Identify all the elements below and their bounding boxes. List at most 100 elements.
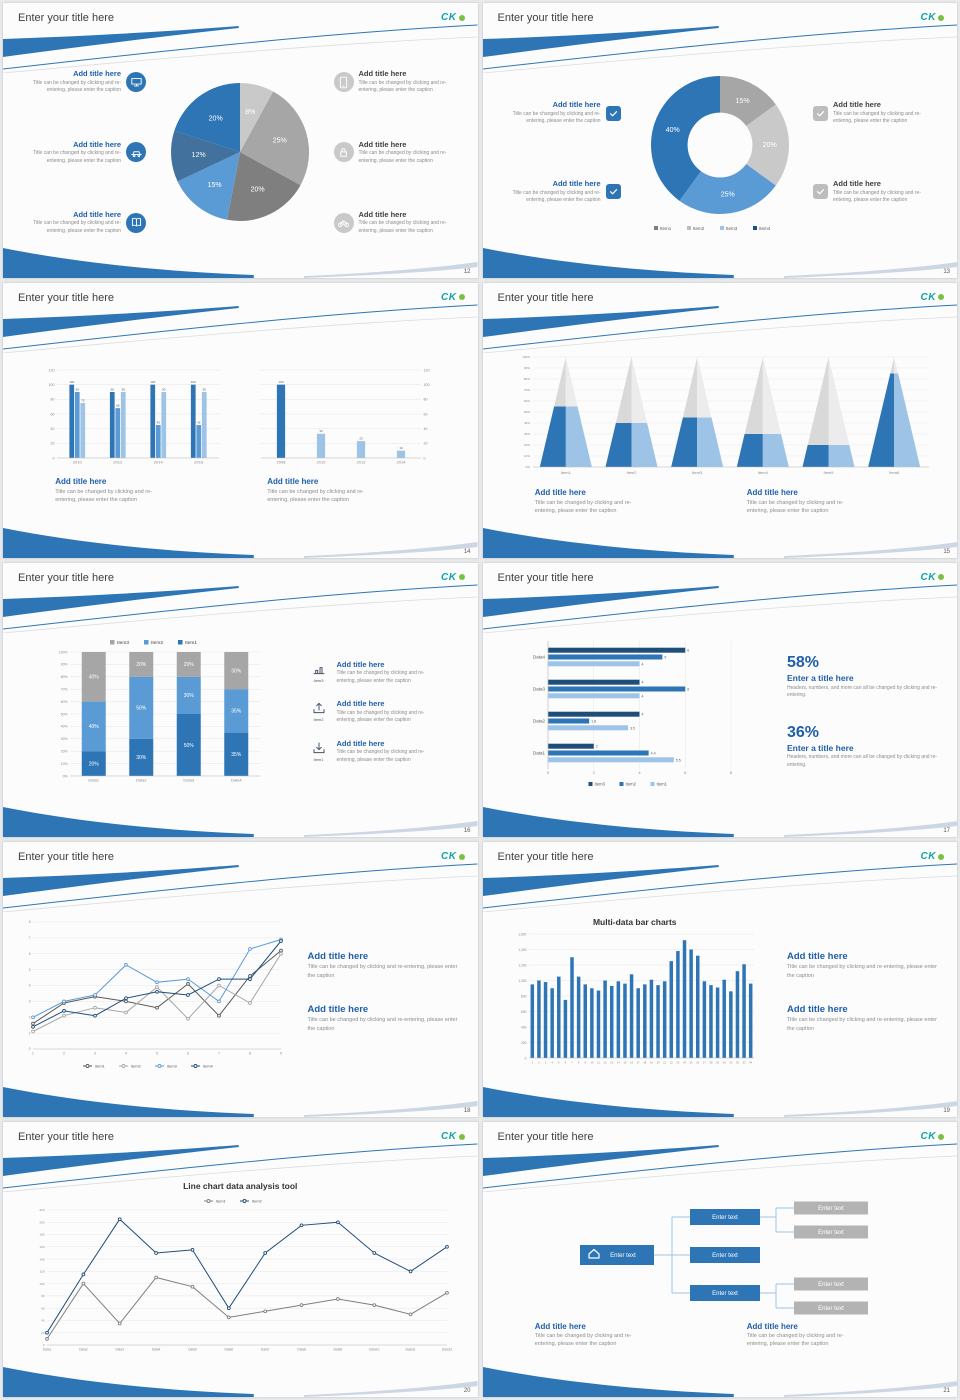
slide-20[interactable]: Enter your title here CK Line chart data a…: [3, 1122, 478, 1397]
svg-text:35%: 35%: [231, 752, 242, 758]
chart-area: 0 2 4 6 8 Data4 6 5 4 Data3 4 6 4 Data2 4 1.8 3.5 Data1 2 4…: [495, 637, 776, 787]
svg-text:2: 2: [29, 1016, 31, 1020]
svg-text:0%: 0%: [525, 465, 530, 469]
svg-text:2012: 2012: [357, 460, 367, 465]
callout-text: Add title here Title can be changed by cl…: [337, 660, 443, 686]
callout-text: Add title here Title can be changed by cl…: [15, 140, 121, 166]
pyramid-chart: 0% 10% 20% 30% 40% 50% 60% 70% 80% 90% 100% Item1 It…: [522, 355, 929, 475]
svg-text:100: 100: [424, 383, 430, 387]
pie-chart: 8% 25% 20% 15% 12% 20%: [171, 83, 310, 222]
chart-area: 0 1 2 3 4 5 6 7 8 1 2 3 4 5 6 7 8 9 item1 item2 item3 item4: [15, 914, 296, 1069]
callout-title: Add title here: [358, 139, 407, 149]
svg-text:20%: 20%: [89, 761, 100, 767]
svg-text:16: 16: [630, 1060, 633, 1064]
upload-icon: [313, 703, 324, 714]
callout-title: Add title here: [746, 1321, 798, 1331]
callout-text: Add title here Title can be changed by cl…: [359, 210, 465, 236]
logo-text: CK: [441, 291, 457, 303]
svg-text:Item6: Item6: [889, 470, 900, 475]
slide-body: 0 2 4 6 8 Data4 6 5 4 Data3 4 6 4 Data2 4 1.8 3.5 Data1 2 4…: [495, 607, 946, 818]
svg-text:2: 2: [596, 745, 598, 749]
svg-text:80: 80: [424, 398, 428, 402]
svg-text:2012: 2012: [114, 460, 124, 465]
slide-12[interactable]: Enter your title here CK Add title here Tit…: [3, 3, 478, 278]
callout-text: Add title here Title can be changed by cl…: [359, 69, 465, 95]
logo-text: CK: [920, 12, 936, 23]
brand-logo: CK: [921, 572, 944, 583]
line-analysis-chart: 0 20 40 60 80 100 120 140 160 180 200 220 Data1 Data2…: [40, 1198, 453, 1351]
svg-text:Data3: Data3: [116, 1347, 125, 1351]
slide-14[interactable]: Enter your title here CK 0 20 40 60 80 100 120 10…: [3, 282, 478, 558]
brand-logo: CK: [441, 572, 465, 583]
stat-block: 36% Enter a title here Headers, numbers, a…: [787, 724, 945, 770]
slide-17[interactable]: Enter your title here CK 0 2 4 6 8 Data4 6 5 4 Data…: [482, 562, 957, 838]
svg-text:4: 4: [639, 770, 642, 775]
callout-caption: Title can be changed by clicking and re-…: [33, 220, 121, 234]
slide-15[interactable]: Enter your title here CK 0% 10% 20% 30% 40% 50%…: [482, 282, 957, 558]
car-icon: [130, 151, 142, 158]
svg-text:Item3: Item3: [726, 226, 738, 231]
callout-title: Add title here: [787, 1003, 848, 1015]
svg-text:26: 26: [697, 1060, 700, 1064]
slide-18[interactable]: Enter your title here CK 0 1 2 3 4 5 6 7 8 1 2 3 4 5 6 7 8…: [3, 842, 478, 1118]
brand-logo: CK: [921, 12, 944, 23]
stat-value: 36%: [787, 723, 820, 741]
svg-text:Item2: Item2: [151, 640, 163, 646]
svg-text:Data4: Data4: [231, 777, 242, 782]
svg-text:item2: item2: [131, 1064, 142, 1069]
svg-text:20%: 20%: [136, 662, 147, 668]
svg-text:90%: 90%: [61, 663, 68, 667]
svg-text:Item3: Item3: [692, 470, 703, 475]
svg-text:15%: 15%: [208, 182, 222, 189]
svg-text:80%: 80%: [61, 675, 68, 679]
stat-title: Enter a title here: [787, 673, 854, 684]
slide-16[interactable]: Enter your title here CK 0% 10% 20% 30% 40% 50%…: [3, 562, 478, 838]
svg-text:15: 15: [624, 1060, 627, 1064]
svg-text:50%: 50%: [61, 712, 68, 716]
chart-area: 0 20 40 60 80 100 120 100 90 75 2010 90 68 90 2012 100 4…: [37, 360, 443, 470]
callout-text: Add title here Title can be changed by cl…: [15, 69, 121, 95]
svg-text:6: 6: [187, 1052, 189, 1056]
svg-text:33: 33: [320, 429, 324, 433]
svg-text:Item2: Item2: [693, 226, 705, 231]
brand-logo: CK: [441, 12, 465, 23]
svg-text:Data4: Data4: [152, 1347, 161, 1351]
grouped-bar-chart: 0204060801001201009075201090689020121004…: [49, 369, 220, 465]
svg-text:Enter text: Enter text: [818, 1230, 844, 1236]
svg-text:120: 120: [424, 369, 430, 373]
svg-text:9: 9: [585, 1060, 587, 1064]
svg-text:140: 140: [40, 1257, 45, 1261]
slide-13[interactable]: Enter your title here CK Add title here Tit…: [482, 3, 957, 278]
logo-text: CK: [441, 851, 457, 863]
svg-text:40%: 40%: [61, 725, 68, 729]
svg-text:8: 8: [29, 920, 31, 924]
logo-leaf-icon: [938, 14, 944, 21]
svg-text:80: 80: [41, 1294, 45, 1298]
slide-21[interactable]: Enter your title here CK Enter text Enter t…: [482, 1122, 957, 1397]
logo-text: CK: [920, 571, 936, 583]
callout-text: Add title here Title can be changed by cl…: [308, 1004, 458, 1033]
svg-text:2010: 2010: [317, 460, 327, 465]
svg-text:item1: item1: [216, 1198, 227, 1203]
slide-body: Multi-data bar charts 0 200 400 600 800 1,000 1…: [495, 886, 946, 1097]
slide-body: 0% 10% 20% 30% 40% 50% 60% 70% 80% 90% 100% Item1 It…: [495, 327, 946, 538]
brand-logo: CK: [921, 292, 944, 303]
callout-title: Add title here: [73, 69, 121, 79]
svg-text:Data5: Data5: [188, 1347, 197, 1351]
svg-text:40: 40: [41, 1318, 45, 1322]
callout-title: Add title here: [358, 209, 407, 219]
callout-title: Add title here: [833, 179, 881, 189]
page-number: 16: [463, 828, 471, 835]
svg-text:Data10: Data10: [369, 1347, 380, 1351]
stats-column: 58% Enter a title here Headers, numbers, a…: [787, 654, 945, 769]
logo-leaf-icon: [458, 574, 465, 581]
callout-title: Add title here: [534, 1321, 586, 1331]
logo-leaf-icon: [938, 853, 944, 860]
callout: Add title here Title can be changed by cl…: [308, 951, 466, 980]
slide-title: Enter your title here: [497, 12, 594, 24]
svg-text:50%: 50%: [136, 706, 147, 712]
slide-19[interactable]: Enter your title here CK Multi-data bar ch…: [482, 842, 957, 1118]
callout: Add title here Title can be changed by cl…: [813, 179, 945, 205]
